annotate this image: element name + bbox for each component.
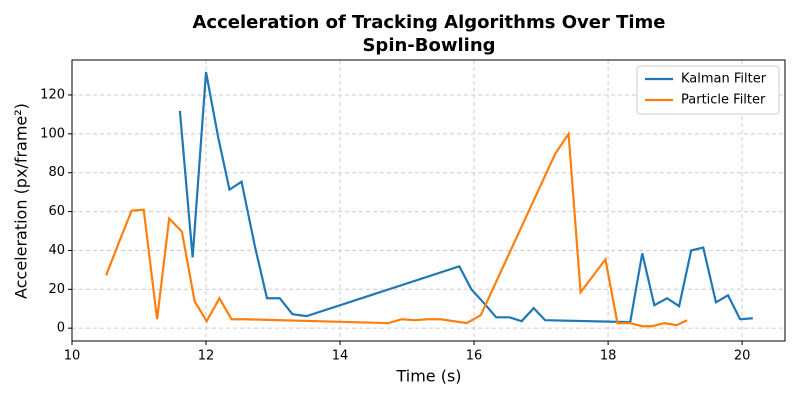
chart-title: Acceleration of Tracking Algorithms Over… bbox=[192, 12, 665, 33]
y-tick-label: 0 bbox=[57, 321, 65, 336]
x-tick-label: 16 bbox=[466, 349, 483, 364]
y-tick-label: 80 bbox=[48, 165, 65, 180]
y-axis-label: Acceleration (px/frame²) bbox=[12, 103, 31, 299]
y-tick-label: 60 bbox=[48, 204, 65, 219]
legend-label: Particle Filter bbox=[681, 93, 766, 108]
series-line bbox=[178, 71, 753, 324]
x-tick-label: 12 bbox=[198, 349, 215, 364]
x-tick-label: 20 bbox=[734, 349, 751, 364]
series-line bbox=[105, 130, 688, 328]
x-tick-label: 18 bbox=[600, 349, 617, 364]
x-axis-label: Time (s) bbox=[395, 367, 461, 386]
y-tick-label: 40 bbox=[48, 243, 65, 258]
x-tick-label: 10 bbox=[64, 349, 81, 364]
chart-subtitle: Spin-Bowling bbox=[362, 35, 495, 56]
y-tick-label: 100 bbox=[40, 126, 65, 141]
y-tick-label: 20 bbox=[48, 282, 65, 297]
x-tick-label: 14 bbox=[332, 349, 349, 364]
plot-frame bbox=[71, 59, 786, 342]
legend-label: Kalman Filter bbox=[681, 72, 767, 87]
y-tick-label: 120 bbox=[40, 87, 65, 102]
